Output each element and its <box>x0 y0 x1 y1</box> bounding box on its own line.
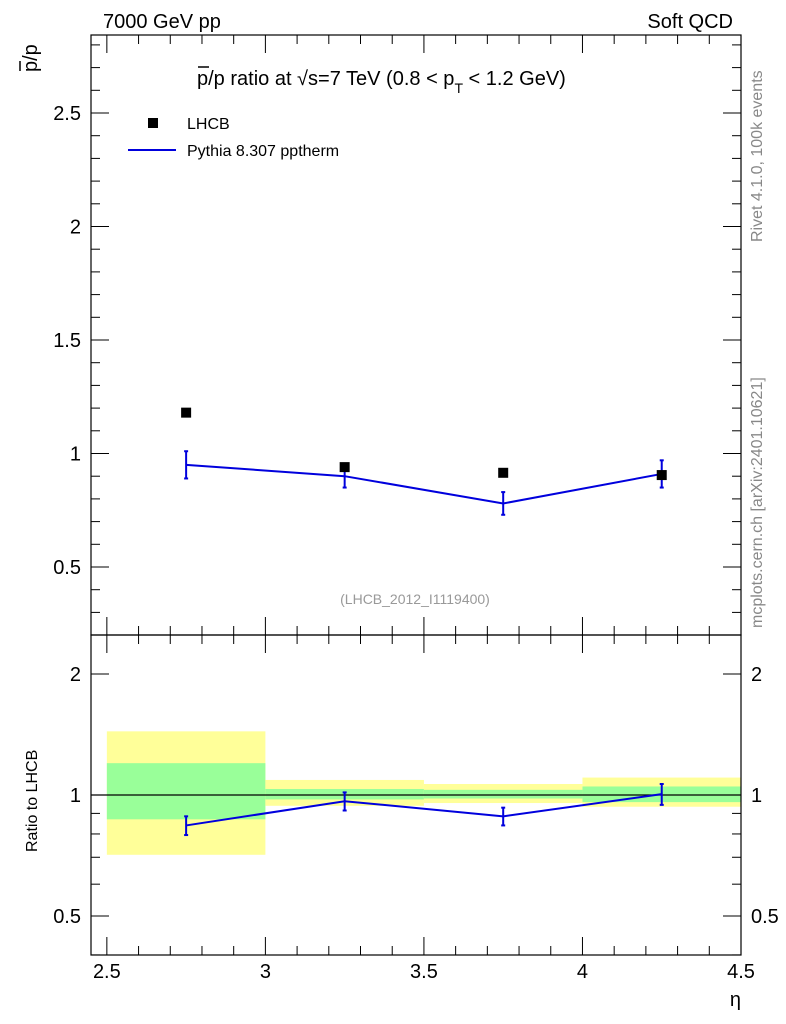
analysis-watermark: (LHCB_2012_I1119400) <box>340 591 490 607</box>
mcplots-label: mcplots.cern.ch [arXiv:2401.10621] <box>749 377 766 628</box>
ratio-ytick-label-left: 0.5 <box>53 906 81 928</box>
ratio-ytick-label-left: 1 <box>70 785 81 807</box>
xtick-label: 4.5 <box>727 961 755 983</box>
xtick-label: 4 <box>577 961 588 983</box>
stat-uncertainty-band-0 <box>106 763 266 820</box>
pythia-line <box>186 463 662 505</box>
main-ytick-label: 1.5 <box>53 330 81 352</box>
ratio-pythia-line <box>185 793 662 827</box>
main-ylabel: p/p <box>19 44 42 72</box>
lhcb-point <box>656 470 667 481</box>
main-title-sub: T <box>454 80 463 96</box>
main-ytick-label: 2.5 <box>53 103 81 125</box>
header-right: Soft QCD <box>647 11 733 33</box>
legend: LHCB Pythia 8.307 pptherm <box>128 116 339 160</box>
main-ylabel-text: p/p <box>20 44 42 72</box>
ratio-marks <box>184 783 664 837</box>
main-title-text: p/p ratio at √s=7 TeV (0.8 < p <box>197 68 454 90</box>
main-ytick-label: 0.5 <box>53 557 81 579</box>
main-marks <box>181 407 667 516</box>
header-left: 7000 GeV pp <box>103 11 221 33</box>
stat-uncertainty-band-2 <box>423 789 583 799</box>
main-ytick-label: 1 <box>70 444 81 466</box>
ratio-ytick-label-right: 1 <box>751 785 762 807</box>
ratio-bands <box>106 731 741 855</box>
xtick-label: 3 <box>260 961 271 983</box>
legend-label-pythia: Pythia 8.307 pptherm <box>187 143 339 160</box>
rivet-label: Rivet 4.1.0, 100k events <box>749 70 766 242</box>
lhcb-point <box>498 467 509 478</box>
lhcb-point <box>181 407 192 418</box>
main-title: p/p ratio at √s=7 TeV (0.8 < pT < 1.2 Ge… <box>197 66 566 96</box>
ratio-ytick-label-left: 2 <box>70 664 81 686</box>
xtick-label: 3.5 <box>410 961 438 983</box>
legend-label-lhcb: LHCB <box>187 116 230 133</box>
ratio-ylabel: Ratio to LHCB <box>24 750 41 852</box>
ratio-ytick-label-right: 2 <box>751 664 762 686</box>
xtick-label: 2.5 <box>93 961 121 983</box>
ratio-ytick-label-right: 0.5 <box>751 906 779 928</box>
main-title-tail: < 1.2 GeV) <box>463 68 566 90</box>
axis-ticks: 0.5 1 1.5 2 2.5 0.5 0.5 1 1 2 2 2.5 3 3.5 4 4.5 <box>53 35 779 983</box>
x-axis-label: η <box>730 989 741 1011</box>
main-ytick-label: 2 <box>70 217 81 239</box>
lhcb-point <box>339 462 350 473</box>
legend-marker-lhcb <box>148 118 158 128</box>
svg-text:p/p ratio at √s=7 TeV (0.8 < p: p/p ratio at √s=7 TeV (0.8 < pT < 1.2 Ge… <box>197 68 566 96</box>
